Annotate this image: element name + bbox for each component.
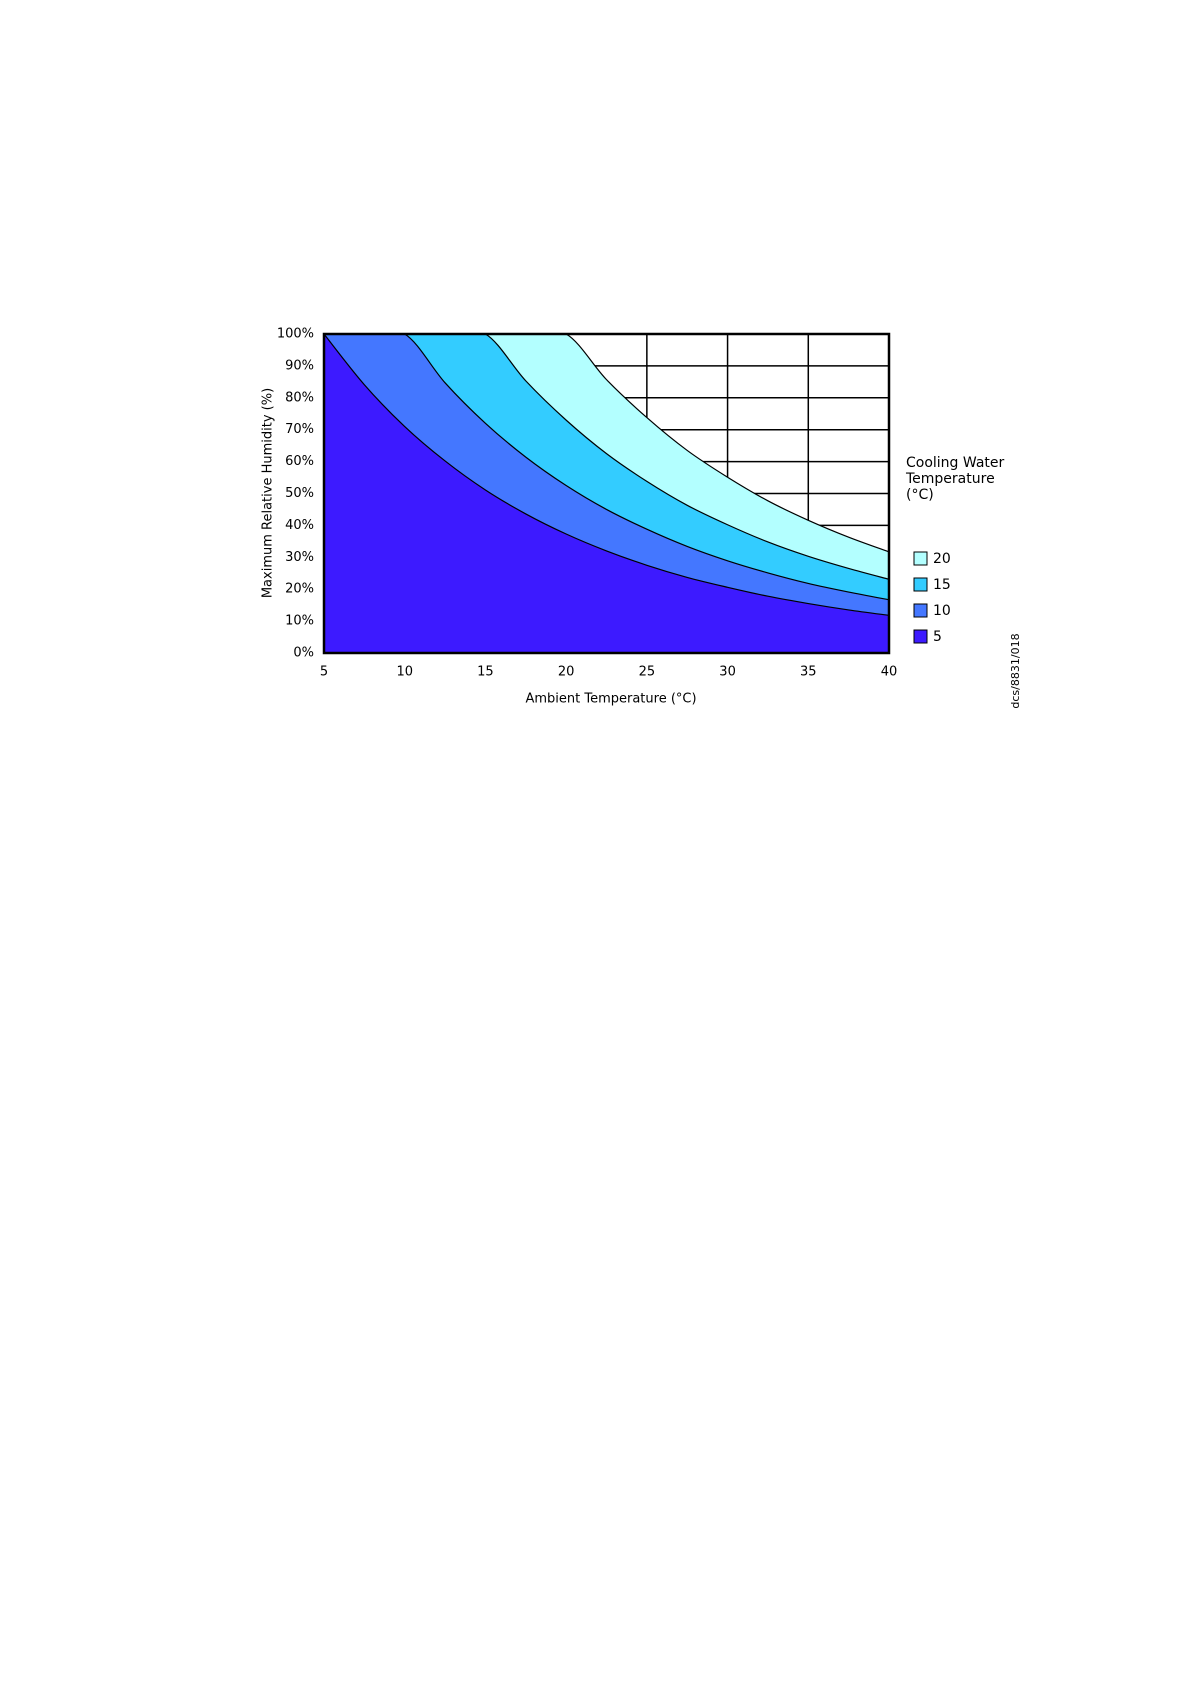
legend-label: 15 xyxy=(933,577,951,593)
x-tick-label: 25 xyxy=(639,665,656,680)
y-tick-label: 10% xyxy=(285,614,314,629)
legend-label: 10 xyxy=(933,603,951,619)
area xyxy=(324,334,889,653)
plot-frame xyxy=(322,332,891,655)
area-edge xyxy=(324,333,890,601)
legend-swatch xyxy=(913,551,928,566)
y-tick-label: 60% xyxy=(285,454,314,469)
legend-title: Cooling Water Temperature (°C) xyxy=(906,455,1005,503)
x-tick-label: 35 xyxy=(800,665,817,680)
legend-label: 20 xyxy=(933,551,951,567)
legend-swatch xyxy=(913,629,928,644)
annotation: dcs/8831/018 xyxy=(1009,633,1022,708)
legend-swatch xyxy=(913,603,928,618)
y-tick-label: 0% xyxy=(293,646,314,661)
y-tick-label: 20% xyxy=(285,582,314,597)
x-axis-label: Ambient Temperature (°C) xyxy=(525,692,696,707)
y-tick-label: 40% xyxy=(285,518,314,533)
y-tick-label: 100% xyxy=(277,327,314,342)
y-tick-label: 50% xyxy=(285,486,314,501)
legend-swatch xyxy=(913,577,928,592)
x-tick-label: 10 xyxy=(396,665,413,680)
y-axis-label: Maximum Relative Humidity (%) xyxy=(261,388,276,598)
x-tick-label: 5 xyxy=(320,665,328,680)
y-tick-label: 80% xyxy=(285,390,314,405)
area-edge xyxy=(323,333,890,616)
y-tick-label: 70% xyxy=(285,422,314,437)
x-tick-label: 30 xyxy=(719,665,736,680)
y-tick-label: 30% xyxy=(285,550,314,565)
legend-label: 5 xyxy=(933,629,942,645)
y-tick-label: 90% xyxy=(285,358,314,373)
x-tick-label: 40 xyxy=(881,665,898,680)
x-tick-label: 15 xyxy=(477,665,494,680)
x-tick-label: 20 xyxy=(558,665,575,680)
